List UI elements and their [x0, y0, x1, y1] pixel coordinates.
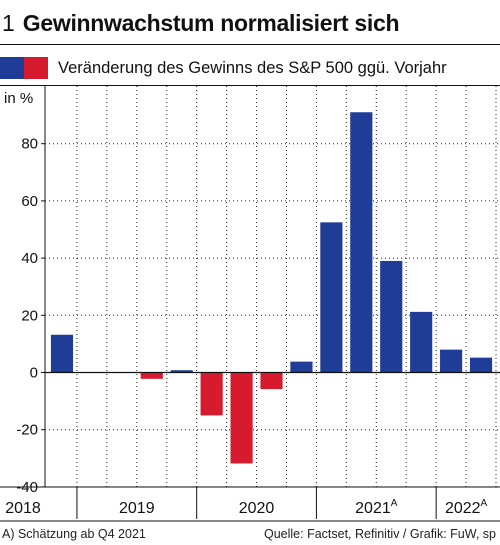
- y-tick-label: 60: [21, 193, 38, 210]
- y-axis-unit-label: in %: [4, 90, 34, 107]
- bar: [350, 112, 373, 373]
- bar: [50, 334, 74, 373]
- title-text: Gewinnwachstum normalisiert sich: [22, 10, 400, 36]
- legend-swatch-negative: [24, 57, 48, 79]
- bar: [140, 372, 163, 379]
- y-tick-label: -20: [16, 422, 38, 439]
- bar: [200, 372, 223, 416]
- bar: [290, 361, 313, 373]
- title-rule: [0, 44, 500, 45]
- bar: [320, 222, 343, 373]
- year-label: 2021A: [355, 498, 398, 517]
- bar: [410, 311, 433, 373]
- bar: [260, 372, 283, 390]
- bar: [469, 357, 493, 373]
- legend-label: Veränderung des Gewinns des S&P 500 ggü.…: [58, 59, 447, 77]
- bar: [230, 372, 253, 464]
- legend: Veränderung des Gewinns des S&P 500 ggü.…: [0, 53, 500, 83]
- bar: [440, 349, 463, 373]
- legend-rule: [0, 85, 500, 86]
- y-tick-label: 0: [30, 365, 38, 382]
- source-credit: Quelle: Factset, Refinitiv / Grafik: FuW…: [263, 527, 496, 541]
- bar: [170, 370, 193, 373]
- year-label: 2018: [5, 500, 41, 517]
- chart-title: 1 Gewinnwachstum normalisiert sich: [0, 6, 500, 40]
- legend-swatch-positive: [0, 57, 24, 79]
- figure-number: 1: [2, 10, 15, 36]
- year-label: 2020: [239, 500, 275, 517]
- year-label: 2019: [119, 500, 155, 517]
- y-tick-label: 20: [21, 307, 38, 324]
- y-tick-label: 40: [21, 250, 38, 267]
- year-label: 2022A: [445, 498, 488, 517]
- bar: [380, 260, 403, 373]
- y-tick-label: 80: [21, 136, 38, 153]
- footnote: A) Schätzung ab Q4 2021: [2, 527, 146, 541]
